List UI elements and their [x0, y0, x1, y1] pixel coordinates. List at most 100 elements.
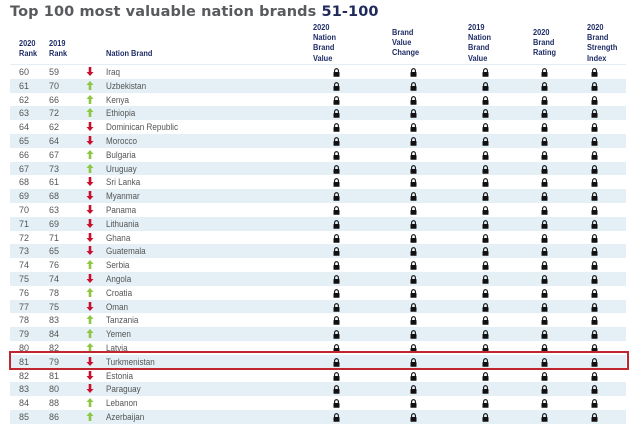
lock-icon-2020-value	[333, 357, 340, 367]
page-title: Top 100 most valuable nation brands 51-1…	[10, 4, 379, 20]
lock-icon-strength	[591, 109, 598, 119]
lock-icon-value-change	[410, 164, 417, 174]
table-row: 85 86 Azerbaijan	[10, 409, 626, 424]
lock-icon-strength	[591, 330, 598, 339]
lock-icon-value-change	[410, 302, 417, 312]
rank-2020: 84	[19, 398, 30, 409]
arrow-down-icon	[86, 190, 94, 201]
nation-name: Lithuania	[106, 218, 139, 229]
lock-icon-rating	[541, 261, 548, 270]
arrow-down-icon	[86, 204, 94, 215]
rank-2020: 67	[19, 163, 30, 174]
lock-icon-2019-value	[482, 81, 489, 91]
nation-name: Dominican Republic	[106, 122, 179, 133]
arrow-up-icon	[86, 80, 94, 91]
lock-icon-2020-value	[333, 247, 340, 257]
lock-icon-2019-value	[482, 109, 489, 119]
arrow-up-icon	[86, 149, 94, 160]
lock-icon-value-change	[410, 192, 417, 201]
lock-icon-value-change	[410, 385, 417, 395]
lock-icon-2020-value	[333, 344, 340, 353]
lock-icon-2020-value	[333, 316, 340, 326]
arrow-up-icon	[86, 259, 94, 270]
table-row: 82 81 Estonia	[10, 369, 626, 383]
lock-icon-value-change	[410, 150, 417, 160]
lock-icon-2020-value	[333, 330, 340, 339]
lock-icon-2019-value	[482, 385, 489, 395]
nation-name: Guatemala	[106, 246, 146, 257]
lock-icon-2020-value	[333, 164, 340, 174]
lock-icon-2020-value	[333, 233, 340, 243]
arrow-down-icon	[86, 232, 94, 243]
table-row: 71 69 Lithuania	[10, 216, 626, 231]
rank-2019: 62	[49, 122, 60, 133]
lock-icon-value-change	[410, 109, 417, 119]
nation-name: Iraq	[106, 67, 120, 77]
lock-icon-strength	[591, 206, 598, 215]
arrow-up-icon	[86, 107, 94, 118]
lock-icon-strength	[591, 219, 598, 229]
rank-2019: 70	[49, 80, 60, 91]
rank-2020: 80	[19, 342, 30, 353]
rank-2019: 82	[49, 342, 60, 353]
lock-icon-rating	[541, 385, 548, 395]
table-row: 73 65 Guatemala	[10, 244, 626, 259]
nation-name: Ethiopia	[106, 108, 136, 119]
nation-name: Sri Lanka	[106, 177, 141, 188]
lock-icon-value-change	[410, 413, 417, 422]
lock-icon-strength	[591, 344, 598, 353]
lock-icon-2019-value	[482, 316, 489, 326]
rank-2020: 68	[19, 177, 30, 188]
header-rank-2020: 2020 Rank	[19, 38, 38, 59]
rank-2020: 82	[19, 370, 30, 381]
lock-icon-rating	[541, 109, 548, 119]
lock-icon-2020-value	[333, 261, 340, 270]
lock-icon-strength	[591, 413, 598, 422]
lock-icon-strength	[591, 385, 598, 395]
lock-icon-value-change	[410, 178, 417, 188]
rank-2019: 64	[49, 135, 60, 146]
lock-icon-2019-value	[482, 233, 489, 243]
lock-icon-rating	[541, 192, 548, 201]
lock-icon-rating	[541, 137, 548, 146]
nation-name: Turkmenistan	[106, 356, 155, 367]
lock-icon-2019-value	[482, 261, 489, 270]
nation-name: Lebanon	[106, 398, 138, 409]
title-main: Top 100 most valuable nation brands	[10, 4, 322, 20]
lock-icon-value-change	[410, 344, 417, 353]
lock-icon-value-change	[410, 316, 417, 326]
lock-icon-rating	[541, 275, 548, 284]
lock-icon-strength	[591, 192, 598, 201]
lock-icon-2019-value	[482, 164, 489, 174]
rank-2020: 85	[19, 411, 30, 422]
table-row: 66 67 Bulgaria	[10, 148, 626, 162]
lock-icon-value-change	[410, 233, 417, 243]
arrow-down-icon	[86, 245, 94, 256]
lock-icon-rating	[541, 247, 548, 257]
lock-icon-2020-value	[333, 68, 340, 77]
lock-icon-rating	[541, 219, 548, 229]
table-row: 68 61 Sri Lanka	[10, 175, 626, 189]
lock-icon-value-change	[410, 219, 417, 229]
nation-name: Uzbekistan	[106, 80, 147, 91]
lock-icon-value-change	[410, 137, 417, 146]
rankings-table: 60 59 Iraq 61 70 Uzbekistan 62 66 Kenya 63 72 Ethio…	[10, 65, 626, 424]
rank-2019: 83	[49, 315, 60, 326]
nation-name: Angola	[106, 273, 132, 284]
rank-2019: 68	[49, 191, 60, 202]
lock-icon-2020-value	[333, 275, 340, 284]
lock-icon-value-change	[410, 261, 417, 270]
rank-2020: 74	[19, 260, 30, 271]
lock-icon-rating	[541, 399, 548, 408]
header-brand-value-change: Brand Value Change	[392, 27, 420, 58]
table-row: 81 79 Turkmenistan	[10, 354, 626, 369]
lock-icon-strength	[591, 275, 598, 284]
table-row: 78 83 Tanzania	[10, 313, 626, 327]
rank-2019: 71	[49, 232, 60, 243]
lock-icon-2020-value	[333, 178, 340, 188]
nation-name: Bulgaria	[106, 149, 136, 160]
arrow-down-icon	[86, 370, 94, 381]
lock-icon-strength	[591, 399, 598, 408]
arrow-down-icon	[86, 356, 94, 367]
rank-2020: 64	[19, 122, 30, 133]
